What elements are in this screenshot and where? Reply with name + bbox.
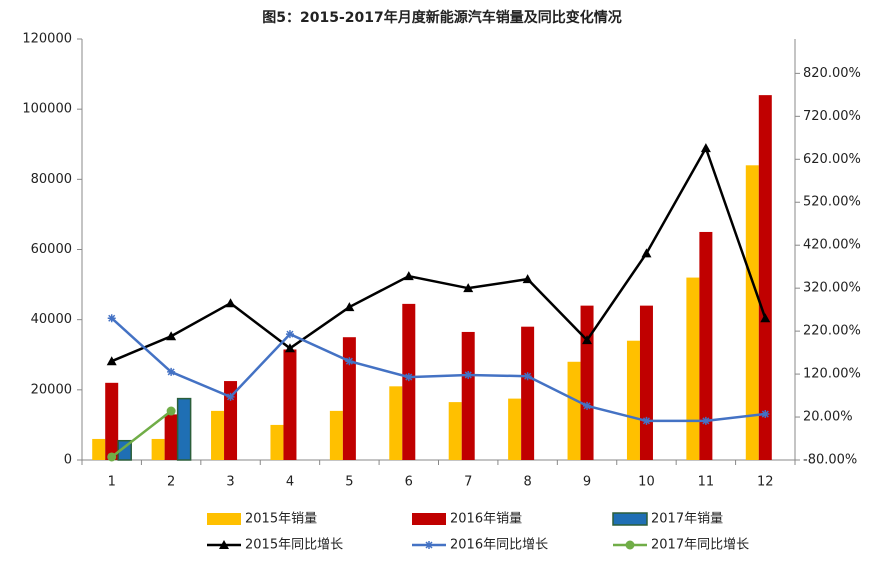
line-marker <box>344 302 355 312</box>
legend-swatch <box>412 513 446 525</box>
bar <box>461 331 475 460</box>
line-marker <box>641 248 652 258</box>
y2-tick-label: -80.00% <box>803 453 857 468</box>
line-marker <box>582 335 593 345</box>
y-tick-label: 20000 <box>31 382 72 397</box>
legend-label: 2016年同比增长 <box>450 538 548 553</box>
line-marker <box>404 373 413 382</box>
legend-label: 2017年同比增长 <box>651 538 749 553</box>
y2-tick-label: 120.00% <box>803 367 861 382</box>
x-tick-label: 3 <box>226 475 234 490</box>
y2-tick-label: 20.00% <box>803 410 853 425</box>
legend-label: 2017年销量 <box>651 512 723 527</box>
legend-label: 2015年销量 <box>245 512 317 527</box>
line-marker <box>106 356 117 366</box>
x-tick-label: 12 <box>757 475 774 490</box>
line-marker <box>583 401 592 410</box>
y-tick-label: 40000 <box>31 312 72 327</box>
y-tick-label: 120000 <box>22 32 72 47</box>
bar <box>389 386 403 460</box>
x-tick-label: 6 <box>405 475 413 490</box>
y2-tick-label: 420.00% <box>803 238 861 253</box>
legend-swatch <box>612 512 648 526</box>
line-marker <box>345 357 354 366</box>
line-marker <box>463 283 474 293</box>
line-marker <box>107 314 116 323</box>
y2-tick-label: 320.00% <box>803 281 861 296</box>
chart-title: 图5：2015-2017年月度新能源汽车销量及同比变化情况 <box>262 9 621 26</box>
legend-label: 2016年销量 <box>450 512 522 527</box>
line-marker <box>166 331 177 341</box>
bar <box>448 402 462 460</box>
x-tick-label: 4 <box>286 475 294 490</box>
line-marker <box>226 392 235 401</box>
bar <box>745 165 759 461</box>
line-marker <box>522 274 533 284</box>
series-line <box>110 317 766 423</box>
legend-marker <box>219 540 229 549</box>
bar <box>402 303 416 460</box>
legend-marker <box>625 540 635 550</box>
line-marker <box>284 343 295 353</box>
bar <box>164 414 178 460</box>
line-marker <box>285 330 294 339</box>
bar <box>211 410 225 460</box>
line-marker <box>761 410 770 419</box>
line-marker <box>403 271 414 281</box>
series-line <box>110 410 172 458</box>
legend-swatch <box>207 513 241 525</box>
x-tick-label: 8 <box>523 475 531 490</box>
y-tick-label: 0 <box>64 453 72 468</box>
y2-tick-label: 520.00% <box>803 195 861 210</box>
x-tick-label: 11 <box>698 475 715 490</box>
y-tick-label: 100000 <box>22 102 72 117</box>
x-tick-label: 9 <box>583 475 591 490</box>
bar <box>699 231 713 460</box>
bar <box>92 438 106 460</box>
bar <box>639 305 653 460</box>
series-line <box>111 145 767 363</box>
line-marker <box>701 416 710 425</box>
line-marker <box>166 406 176 416</box>
bar <box>686 277 700 460</box>
x-tick-label: 2 <box>167 475 175 490</box>
y-tick-label: 60000 <box>31 242 72 257</box>
bar <box>151 438 165 460</box>
line-marker <box>225 298 236 308</box>
line-marker <box>700 143 711 153</box>
bar <box>176 397 192 461</box>
line-marker <box>760 313 771 323</box>
line-marker <box>464 370 473 379</box>
line-marker <box>642 416 651 425</box>
bar <box>283 349 297 460</box>
x-tick-label: 5 <box>345 475 353 490</box>
y2-tick-label: 820.00% <box>803 66 861 81</box>
x-tick-label: 7 <box>464 475 472 490</box>
y2-tick-label: 720.00% <box>803 109 861 124</box>
x-tick-label: 1 <box>108 475 116 490</box>
legend-marker <box>425 541 433 549</box>
x-tick-label: 10 <box>638 475 655 490</box>
y-tick-label: 80000 <box>31 172 72 187</box>
y2-tick-label: 220.00% <box>803 324 861 339</box>
bar <box>342 337 356 460</box>
bar <box>626 340 640 460</box>
bar <box>329 410 343 460</box>
bar <box>224 381 238 460</box>
bar <box>567 361 581 460</box>
bar <box>758 95 772 460</box>
bar <box>580 305 594 460</box>
y2-tick-label: 620.00% <box>803 152 861 167</box>
line-marker <box>107 452 117 462</box>
line-marker <box>167 367 176 376</box>
line-marker <box>523 372 532 381</box>
bar <box>508 398 522 460</box>
bar <box>521 326 535 460</box>
legend-label: 2015年同比增长 <box>245 538 343 553</box>
bar <box>105 382 119 460</box>
bar <box>270 424 284 460</box>
